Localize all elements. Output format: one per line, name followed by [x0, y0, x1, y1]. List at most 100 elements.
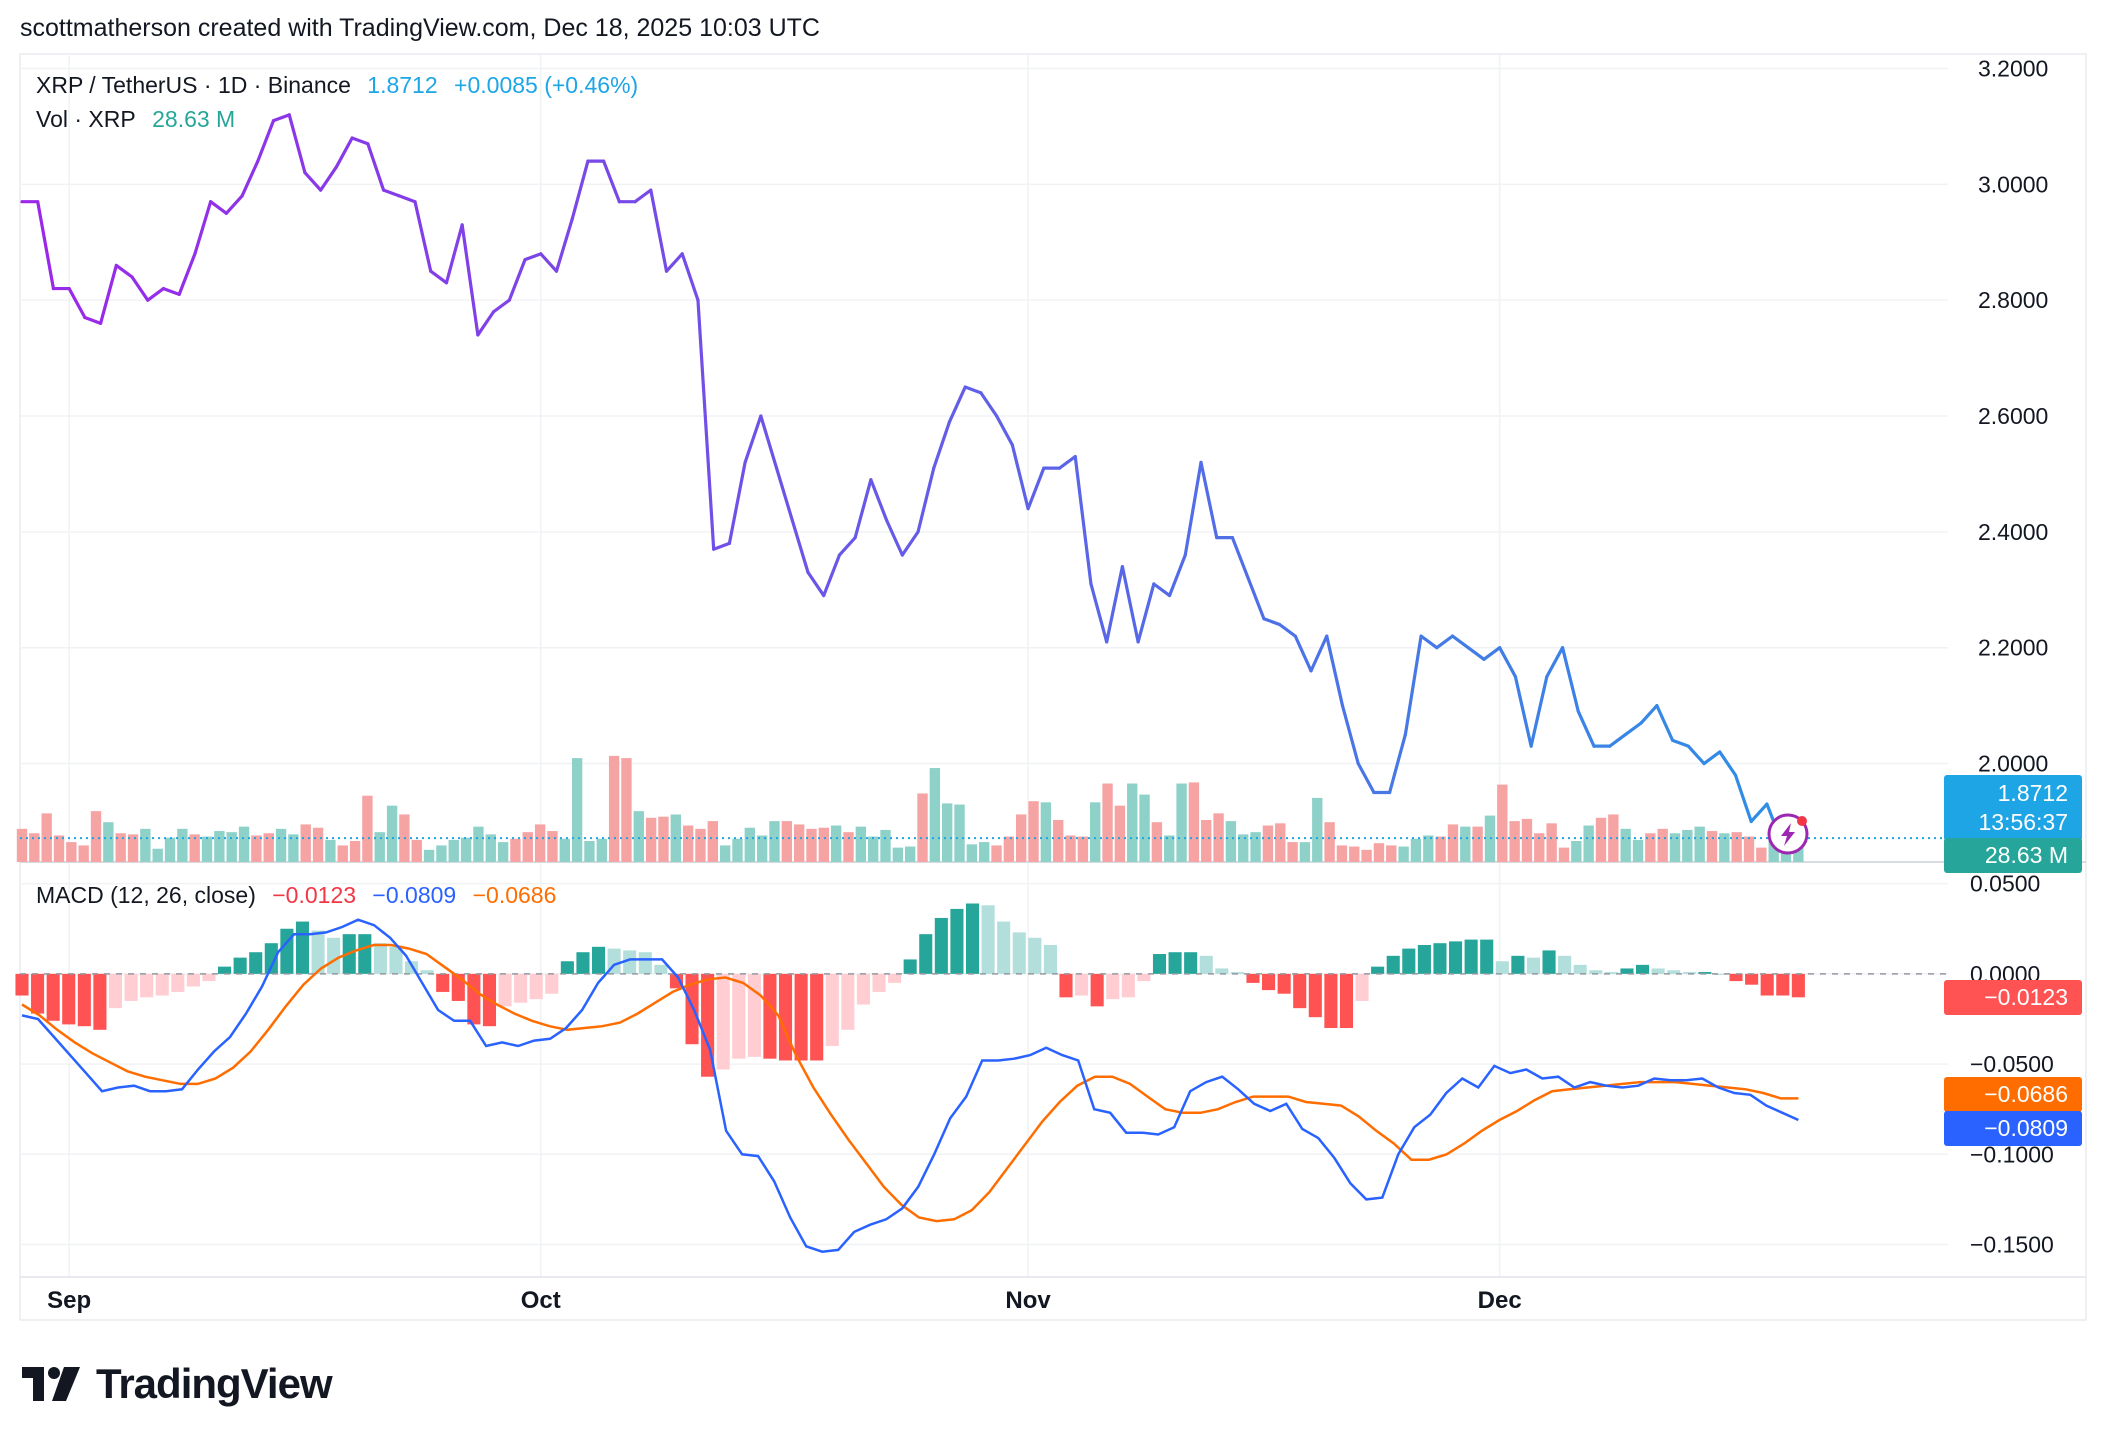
time-scale[interactable]: Sep Oct Nov Dec	[47, 1287, 1522, 1314]
price-scale[interactable]: 3.2000 3.0000 2.8000 2.6000 2.4000 2.2000 2.00…	[1978, 55, 2048, 776]
volume-bar	[90, 811, 102, 862]
price-segment	[1655, 704, 1675, 742]
volume-bar	[1645, 833, 1656, 862]
macd-hist-bar	[841, 973, 855, 1030]
macd-hist-bar	[919, 934, 933, 974]
chart-canvas[interactable]: 3.2000 3.0000 2.8000 2.6000 2.4000 2.2000 2.00…	[0, 0, 2108, 1330]
macd-hist-bar	[108, 973, 123, 1009]
volume-bar	[818, 827, 830, 862]
price-segment	[1057, 454, 1077, 470]
volume-bar	[349, 841, 361, 862]
volume-bar	[1225, 821, 1237, 862]
lightning-icon[interactable]	[1767, 813, 1809, 855]
macd-legend-label[interactable]: MACD (12, 26, close)	[36, 882, 256, 908]
volume-bar	[1238, 834, 1249, 862]
macd-hist-bar	[93, 973, 107, 1030]
price-segment	[429, 269, 449, 285]
attribution-header: scottmatherson created with TradingView.…	[20, 14, 820, 42]
macd-hist-bar	[1308, 973, 1322, 1018]
macd-hist-bar	[1449, 941, 1463, 974]
price-segment	[350, 136, 370, 146]
macd-hist-bar	[654, 964, 668, 974]
price-segment	[460, 223, 480, 337]
macd-hist-bar	[685, 973, 699, 1045]
price-tick-label: 2.2000	[1978, 635, 2048, 661]
macd-legend-macd: −0.0809	[372, 882, 457, 908]
price-segment	[1718, 750, 1738, 777]
price-segment	[1466, 646, 1486, 661]
price-segment	[476, 310, 496, 337]
volume-bar	[1275, 823, 1286, 862]
macd-hist-bar	[1371, 966, 1385, 974]
macd-hist-bar	[1355, 973, 1369, 1001]
price-segment	[1749, 802, 1769, 824]
macd-histogram	[15, 903, 1805, 1077]
macd-legend: MACD (12, 26, close) −0.0123 −0.0809 −0.…	[36, 882, 566, 909]
macd-hist-bar	[1230, 972, 1244, 974]
price-segment	[664, 252, 684, 273]
price-tick-label: 3.2000	[1978, 55, 2048, 81]
macd-hist-bar	[373, 943, 387, 974]
macd-hist-bar	[31, 973, 45, 1014]
macd-hist-bar	[46, 973, 60, 1021]
macd-hist-bar	[1246, 973, 1260, 983]
macd-hist-bar	[62, 973, 76, 1025]
macd-hist-bar	[358, 934, 372, 974]
volume-bar	[1509, 821, 1520, 862]
volume-bar	[1484, 815, 1496, 862]
volume-bar	[522, 832, 533, 862]
volume-bar	[1620, 828, 1631, 862]
macd-hist-bar	[576, 952, 590, 974]
volume-bar	[1065, 835, 1076, 862]
volume-bar	[1669, 833, 1681, 862]
volume-bar	[436, 845, 447, 862]
volume-bar	[867, 836, 879, 862]
price-segment	[1450, 634, 1470, 650]
price-segment	[1388, 732, 1407, 795]
price-segment	[287, 113, 307, 175]
macd-hist-bar	[1090, 973, 1104, 1007]
macd-hist-bar	[1698, 972, 1712, 974]
grid-lines	[20, 54, 1948, 1277]
volume-bar	[1657, 828, 1668, 862]
price-segment	[869, 478, 889, 522]
price-segment	[240, 159, 260, 198]
price-segment	[1545, 646, 1565, 679]
price-segment	[146, 286, 166, 302]
volume-bar	[1077, 836, 1089, 862]
price-segment	[680, 252, 700, 302]
price-segment	[853, 478, 873, 540]
macd-hist-bar	[1277, 973, 1291, 994]
macd-signal-badge: −0.0686	[1944, 1077, 2082, 1112]
volume-legend-label[interactable]: Vol · XRP	[36, 106, 136, 132]
symbol-title[interactable]: XRP / TetherUS · 1D · Binance	[36, 72, 351, 98]
price-segment	[334, 136, 354, 169]
price-segment	[916, 466, 936, 534]
time-tick-label: Sep	[47, 1287, 91, 1314]
macd-hist-bar	[233, 957, 247, 974]
volume-bar	[880, 829, 891, 862]
volume-bar	[966, 844, 978, 862]
price-segment	[98, 263, 118, 325]
volume-bar	[1731, 832, 1742, 862]
tradingview-logo[interactable]: TradingView	[22, 1360, 333, 1408]
volume-bar	[1398, 846, 1409, 862]
macd-hist-bar	[1760, 973, 1774, 996]
price-segment	[413, 200, 433, 273]
price-segment	[1482, 646, 1502, 661]
volume-bar	[830, 825, 842, 862]
volume-bar	[1608, 814, 1619, 862]
volume-bar	[744, 827, 755, 862]
macd-hist-bar	[1121, 973, 1135, 998]
volume-bar	[1349, 846, 1360, 862]
macd-tick-label: −0.1500	[1970, 1232, 2054, 1258]
volume-bar	[1151, 822, 1163, 862]
price-segment	[602, 159, 621, 204]
macd-hist-bar	[638, 952, 652, 974]
volume-bar	[707, 821, 718, 862]
macd-hist-bar	[1386, 955, 1400, 974]
price-badge: 1.8712 13:56:37	[1944, 775, 2082, 841]
volume-bar	[140, 828, 151, 862]
volume-bar	[251, 835, 262, 862]
